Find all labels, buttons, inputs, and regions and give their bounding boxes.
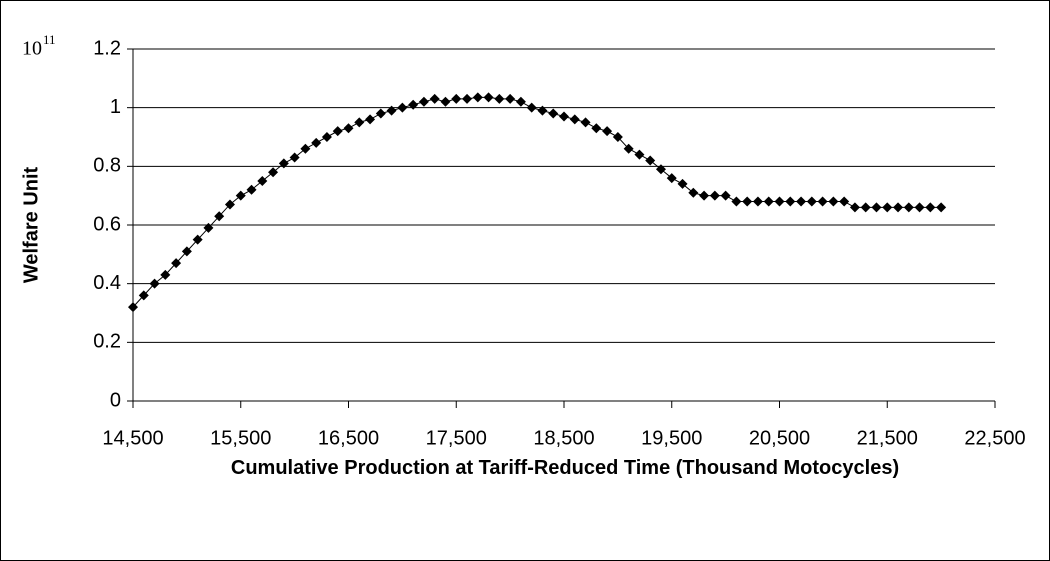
multiplier-exponent: 11 — [43, 32, 56, 47]
marker — [365, 114, 376, 125]
marker — [300, 143, 311, 154]
marker — [311, 137, 322, 148]
marker — [408, 99, 419, 110]
marker — [720, 190, 731, 201]
marker — [925, 202, 936, 213]
marker — [742, 196, 753, 207]
x-tick-label: 16,500 — [318, 427, 379, 449]
marker — [860, 202, 871, 213]
marker — [526, 102, 537, 113]
marker — [451, 93, 462, 104]
marker — [289, 152, 300, 163]
marker — [914, 202, 925, 213]
y-axis-title: Welfare Unit — [20, 167, 42, 284]
marker — [785, 196, 796, 207]
marker — [462, 93, 473, 104]
marker — [655, 164, 666, 175]
marker — [731, 196, 742, 207]
marker — [752, 196, 763, 207]
marker — [268, 167, 279, 178]
marker — [375, 108, 386, 119]
marker — [817, 196, 828, 207]
marker — [677, 178, 688, 189]
marker — [763, 196, 774, 207]
marker — [181, 246, 192, 257]
y-tick-label: 0 — [110, 389, 121, 411]
x-tick-label: 19,500 — [641, 427, 702, 449]
x-tick-label: 21,500 — [857, 427, 918, 449]
marker — [602, 126, 613, 137]
marker — [332, 126, 343, 137]
marker — [559, 111, 569, 122]
marker — [472, 92, 483, 103]
marker — [321, 132, 332, 142]
y-tick-label: 1.2 — [93, 37, 121, 59]
marker — [849, 202, 860, 213]
marker — [591, 123, 602, 134]
marker — [645, 155, 656, 166]
marker — [440, 96, 451, 107]
marker — [429, 93, 440, 104]
line — [132, 96, 942, 308]
marker — [871, 202, 882, 213]
marker — [278, 158, 289, 169]
marker — [494, 93, 505, 104]
multiplier-base: 10 — [22, 38, 42, 60]
marker — [235, 190, 246, 201]
marker — [569, 114, 580, 125]
marker — [505, 93, 516, 104]
marker — [936, 202, 947, 213]
marker — [548, 108, 559, 119]
marker — [214, 211, 225, 222]
marker — [515, 96, 526, 107]
x-axis-title: Cumulative Production at Tariff-Reduced … — [230, 457, 900, 479]
marker — [397, 102, 408, 113]
marker — [828, 196, 839, 207]
marker — [580, 117, 591, 128]
x-tick-label: 15,500 — [210, 427, 271, 449]
y-tick-label: 0.8 — [93, 155, 121, 177]
marker — [666, 173, 677, 184]
marker — [354, 117, 365, 128]
marker — [612, 132, 623, 142]
marker — [634, 149, 645, 160]
marker — [699, 190, 710, 201]
x-tick-label: 18,500 — [533, 427, 594, 449]
marker — [688, 187, 699, 198]
marker — [128, 302, 138, 313]
marker — [796, 196, 807, 207]
x-tick-label: 17,500 — [426, 427, 487, 449]
y-tick-label: 0.6 — [93, 213, 121, 235]
marker — [246, 184, 257, 195]
marker — [149, 278, 160, 289]
x-tick-label: 20,500 — [749, 427, 810, 449]
marker — [386, 105, 397, 116]
y-tick-label: 0.4 — [93, 272, 121, 294]
y-tick-label: 0.2 — [93, 331, 121, 353]
marker — [257, 176, 268, 186]
marker — [893, 202, 904, 213]
marker — [537, 105, 548, 116]
marker — [839, 196, 850, 207]
marker — [903, 202, 914, 213]
marker — [623, 143, 634, 154]
marker — [192, 234, 203, 245]
x-tick-label: 14,500 — [102, 427, 163, 449]
x-tick-label: 22,500 — [964, 427, 1025, 449]
marker — [203, 222, 214, 233]
marker — [483, 92, 494, 103]
marker — [709, 190, 720, 201]
marker — [343, 123, 354, 134]
marker — [882, 202, 893, 213]
marker — [774, 196, 785, 207]
marker — [806, 196, 817, 207]
marker — [418, 96, 429, 107]
marker — [171, 258, 182, 269]
marker — [224, 199, 235, 210]
y-tick-label: 1 — [110, 96, 121, 118]
marker — [160, 269, 171, 280]
marker — [138, 290, 149, 301]
